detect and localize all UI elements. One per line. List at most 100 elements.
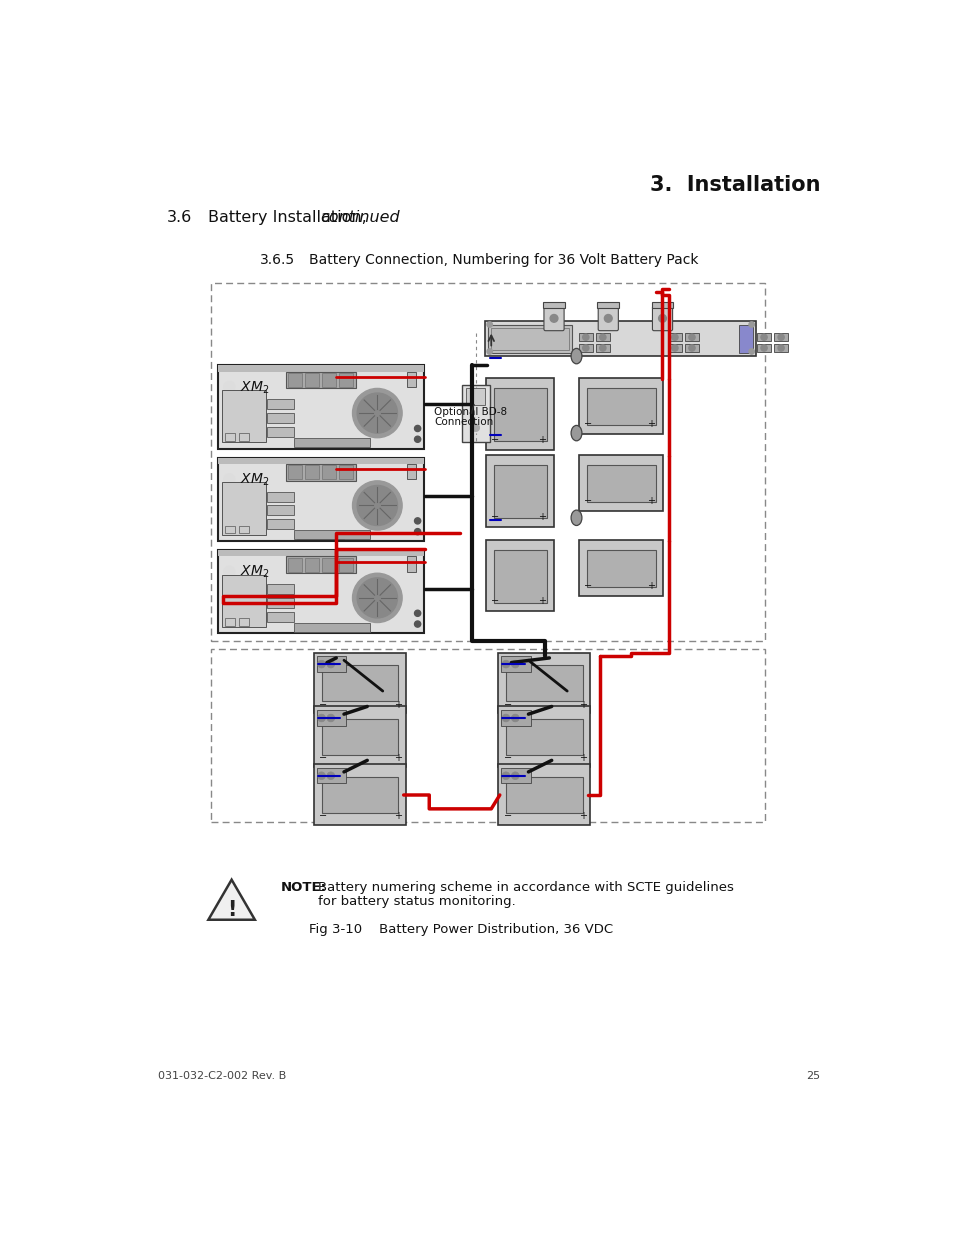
Text: −: − bbox=[491, 597, 498, 606]
Bar bbox=[286, 372, 355, 389]
Circle shape bbox=[415, 436, 420, 442]
Bar bbox=[218, 458, 423, 541]
Bar bbox=[321, 777, 397, 813]
Bar bbox=[221, 390, 266, 442]
Bar bbox=[493, 550, 546, 603]
Bar bbox=[684, 333, 699, 341]
Text: −: − bbox=[503, 753, 511, 763]
Bar bbox=[500, 768, 530, 783]
Text: +: + bbox=[578, 811, 586, 821]
Circle shape bbox=[415, 425, 420, 431]
Bar bbox=[586, 389, 655, 425]
Circle shape bbox=[415, 610, 420, 616]
Text: +: + bbox=[537, 597, 546, 606]
FancyBboxPatch shape bbox=[486, 540, 554, 611]
Circle shape bbox=[760, 345, 766, 351]
Circle shape bbox=[224, 382, 234, 393]
Text: +: + bbox=[646, 496, 654, 506]
Text: −: − bbox=[319, 811, 327, 821]
Circle shape bbox=[688, 345, 695, 351]
Bar bbox=[739, 325, 753, 353]
Circle shape bbox=[778, 335, 783, 341]
Bar bbox=[500, 656, 530, 672]
Circle shape bbox=[582, 335, 588, 341]
Circle shape bbox=[356, 485, 397, 526]
Bar bbox=[667, 333, 681, 341]
Text: Fig 3-10    Battery Power Distribution, 36 VDC: Fig 3-10 Battery Power Distribution, 36 … bbox=[309, 924, 613, 936]
Bar bbox=[406, 464, 416, 479]
Bar bbox=[500, 710, 530, 726]
Bar bbox=[267, 505, 294, 515]
Ellipse shape bbox=[571, 425, 581, 441]
Bar bbox=[305, 558, 319, 572]
Bar bbox=[224, 433, 234, 441]
Bar bbox=[493, 389, 546, 441]
Text: $XM_2$: $XM_2$ bbox=[240, 472, 269, 488]
Text: −: − bbox=[583, 496, 592, 506]
Bar bbox=[305, 373, 319, 387]
Text: −: − bbox=[503, 811, 511, 821]
Bar bbox=[322, 466, 335, 479]
FancyBboxPatch shape bbox=[486, 454, 554, 526]
Bar bbox=[578, 333, 592, 341]
Circle shape bbox=[472, 424, 479, 431]
Circle shape bbox=[760, 335, 766, 341]
Bar bbox=[224, 618, 234, 626]
Circle shape bbox=[317, 661, 325, 668]
Bar bbox=[339, 466, 353, 479]
Bar bbox=[218, 366, 423, 372]
Bar bbox=[267, 598, 294, 608]
Bar bbox=[286, 464, 355, 480]
Circle shape bbox=[501, 661, 509, 668]
Circle shape bbox=[658, 315, 666, 322]
Text: Battery numering scheme in accordance with SCTE guidelines: Battery numering scheme in accordance wi… bbox=[317, 881, 733, 894]
Circle shape bbox=[550, 315, 558, 322]
FancyBboxPatch shape bbox=[578, 454, 662, 511]
Bar bbox=[597, 303, 618, 309]
FancyBboxPatch shape bbox=[497, 652, 590, 714]
Bar bbox=[294, 530, 370, 540]
Circle shape bbox=[511, 714, 518, 721]
Text: for battery status monitoring.: for battery status monitoring. bbox=[317, 895, 515, 908]
Text: +: + bbox=[646, 419, 654, 430]
Bar bbox=[339, 558, 353, 572]
Bar bbox=[596, 343, 609, 352]
FancyBboxPatch shape bbox=[486, 378, 554, 450]
Circle shape bbox=[582, 345, 588, 351]
Text: 3.  Installation: 3. Installation bbox=[649, 175, 820, 195]
Bar bbox=[267, 427, 294, 437]
Circle shape bbox=[224, 474, 234, 484]
Bar bbox=[288, 558, 302, 572]
Bar bbox=[322, 373, 335, 387]
Bar bbox=[491, 327, 568, 350]
Bar bbox=[505, 777, 582, 813]
Bar bbox=[493, 466, 546, 517]
FancyBboxPatch shape bbox=[497, 764, 590, 825]
Bar bbox=[578, 343, 592, 352]
Text: Optional BD-8: Optional BD-8 bbox=[434, 406, 506, 416]
Bar bbox=[218, 458, 423, 464]
Bar bbox=[484, 321, 756, 356]
Polygon shape bbox=[208, 879, 254, 920]
Bar bbox=[267, 611, 294, 621]
Bar bbox=[305, 466, 319, 479]
Bar bbox=[218, 550, 423, 634]
Text: continued: continued bbox=[320, 210, 400, 225]
Bar bbox=[586, 466, 655, 503]
Circle shape bbox=[317, 714, 325, 721]
Bar bbox=[211, 283, 764, 641]
Bar bbox=[288, 373, 302, 387]
Circle shape bbox=[486, 322, 492, 327]
Bar bbox=[218, 366, 423, 448]
Bar bbox=[773, 343, 787, 352]
FancyBboxPatch shape bbox=[314, 706, 406, 767]
Text: NOTE:: NOTE: bbox=[280, 881, 326, 894]
FancyBboxPatch shape bbox=[314, 652, 406, 714]
Text: Battery Installation,: Battery Installation, bbox=[208, 210, 372, 225]
Text: +: + bbox=[578, 699, 586, 710]
FancyBboxPatch shape bbox=[578, 540, 662, 597]
Bar bbox=[218, 550, 423, 556]
Circle shape bbox=[327, 661, 335, 668]
Bar bbox=[267, 584, 294, 594]
Text: 3.6.5: 3.6.5 bbox=[260, 253, 295, 267]
